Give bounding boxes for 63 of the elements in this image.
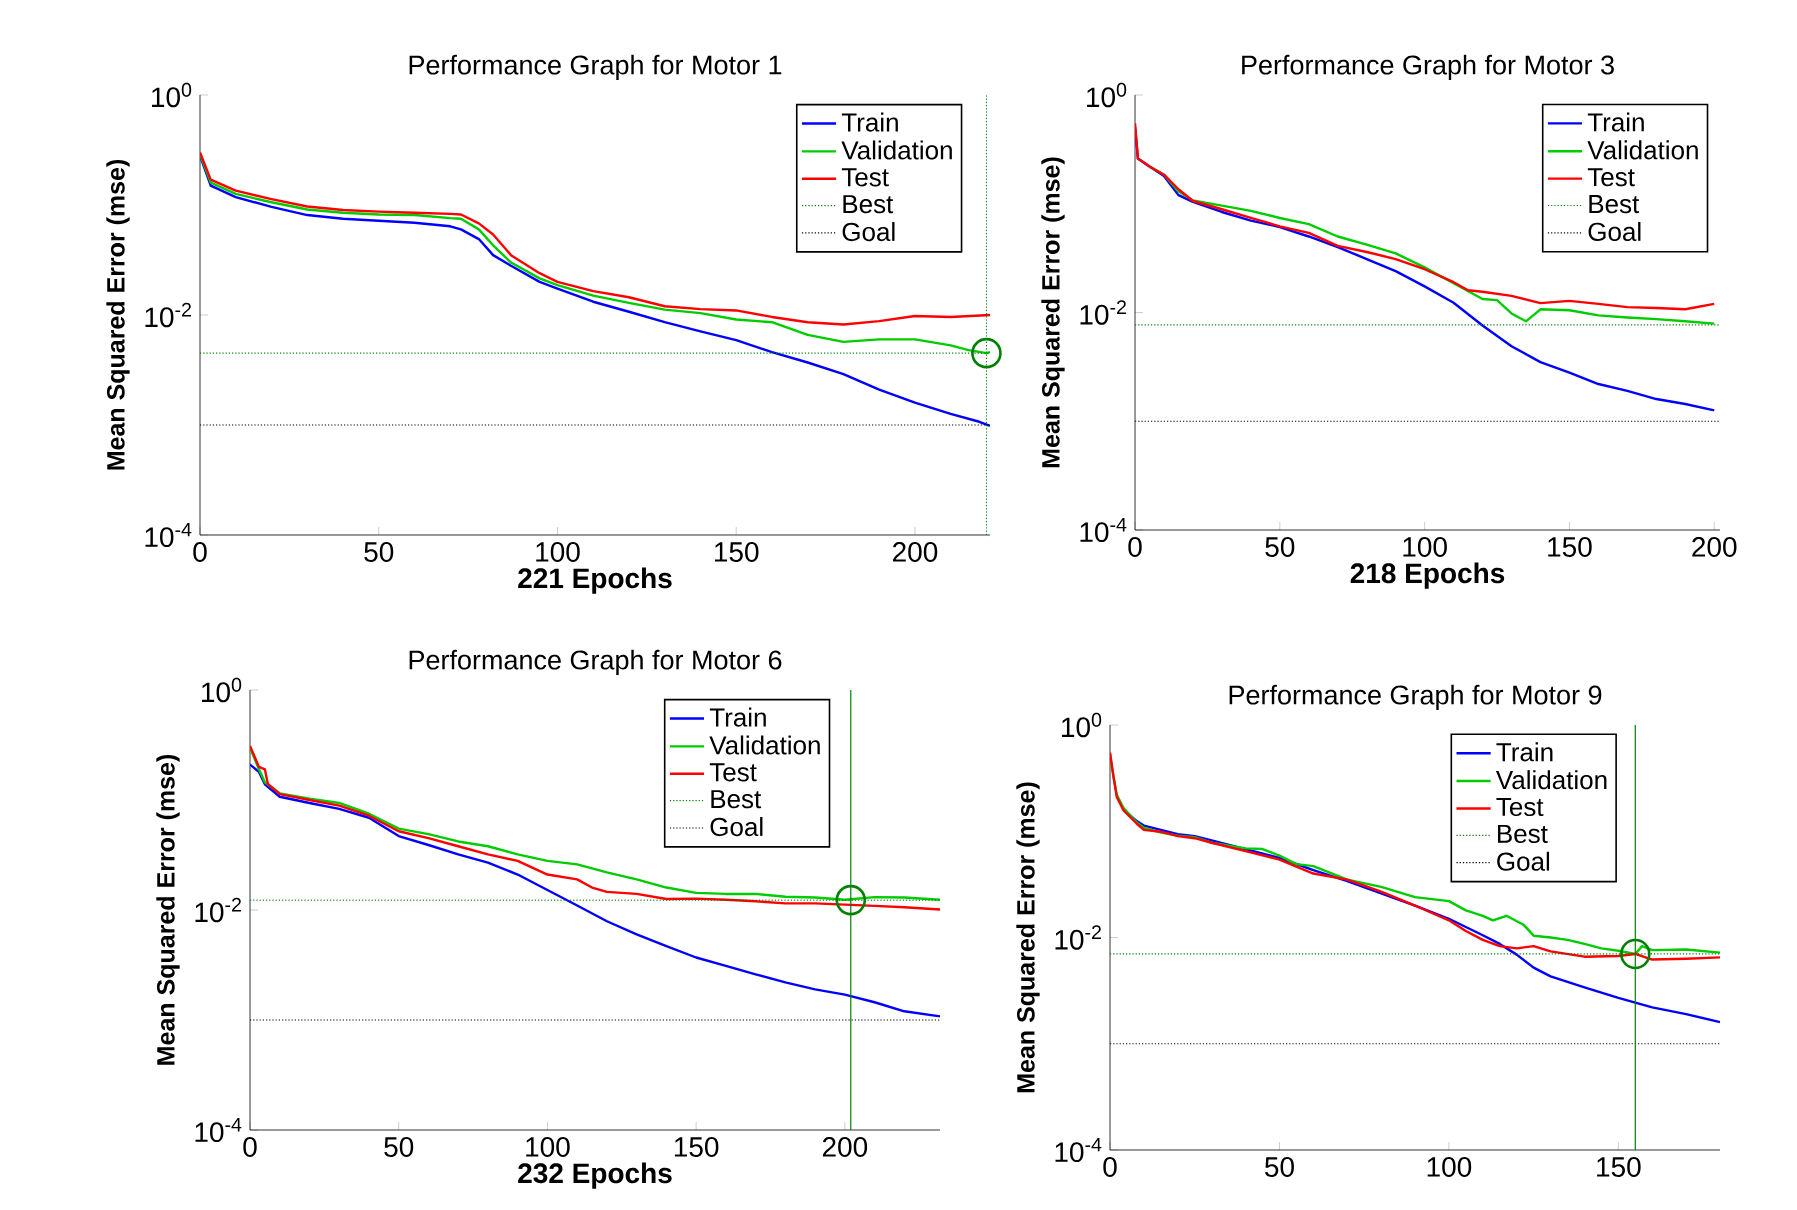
y-tick-label: 10$^{-4}$ <box>1080 517 1127 543</box>
x-tick-label: 200 <box>822 1137 868 1157</box>
x-tick-label: 50 <box>384 1137 414 1157</box>
x-tick-label: 50 <box>364 542 394 562</box>
x-axis-title: 218 Epochs <box>1350 562 1505 589</box>
y-tick-label: 10$^{0}$ <box>202 677 242 703</box>
legend-label: Train <box>841 112 898 132</box>
x-tick-label: 0 <box>193 542 207 562</box>
legend-label: Goal <box>1588 221 1641 242</box>
x-tick-label: 150 <box>674 1137 719 1157</box>
legend-label: Test <box>1587 168 1635 187</box>
chart-title: Performance Graph for Motor 3 <box>1242 54 1614 80</box>
x-tick-label: 0 <box>1103 1157 1117 1177</box>
line-series <box>250 763 941 1018</box>
legend-label: Goal <box>1497 851 1550 871</box>
legend-label: Validation <box>1495 770 1607 790</box>
legend-label: Validation <box>841 140 952 160</box>
legend-label: Goal <box>842 222 895 242</box>
y-tick-label: 10$^{-2}$ <box>1080 300 1126 325</box>
x-tick-label: 150 <box>1597 1157 1641 1177</box>
legend-label: Train <box>709 707 766 727</box>
x-tick-label: 200 <box>1692 537 1737 557</box>
x-tick-label: 100 <box>1427 1157 1472 1177</box>
y-tick-label: 10$^{0}$ <box>1062 712 1102 738</box>
y-tick-label: 10$^{0}$ <box>1087 82 1127 108</box>
x-tick-label: 50 <box>1265 537 1295 557</box>
y-axis-title: Mean Squared Error (mse) <box>1041 157 1065 468</box>
x-tick-label: 50 <box>1265 1157 1294 1177</box>
x-tick-label: 100 <box>1403 537 1447 557</box>
legend-label: Validation <box>709 735 820 755</box>
y-tick-label: 10$^{0}$ <box>152 82 192 108</box>
x-tick-label: 150 <box>1548 537 1592 557</box>
legend-label: Best <box>843 195 894 214</box>
x-tick-label: 0 <box>1128 537 1142 557</box>
x-tick-label: 100 <box>526 1137 570 1157</box>
legend-label: Test <box>709 763 757 782</box>
y-axis-title: Mean Squared Error (mse) <box>1016 782 1040 1093</box>
y-tick-label: 10$^{-4}$ <box>195 1117 242 1143</box>
x-tick-label: 200 <box>893 542 938 562</box>
legend-label: Best <box>1589 195 1640 214</box>
y-axis-title: Mean Squared Error (mse) <box>106 159 130 470</box>
x-axis-title: 221 Epochs <box>518 567 672 594</box>
legend-label: Best <box>711 790 762 809</box>
chart-title: Performance Graph for Motor 9 <box>1229 684 1602 710</box>
y-axis-title: Mean Squared Error (mse) <box>156 754 180 1065</box>
y-tick-label: 10$^{-2}$ <box>1055 925 1101 950</box>
legend-label: Validation <box>1587 140 1698 160</box>
x-tick-label: 150 <box>714 542 759 562</box>
y-tick-label: 10$^{-4}$ <box>1055 1137 1102 1163</box>
chart-title: Performance Graph for Motor 1 <box>409 54 782 80</box>
x-tick-label: 100 <box>536 542 580 562</box>
legend-label: Train <box>1587 112 1644 132</box>
legend-label: Test <box>841 168 889 187</box>
legend-label: Train <box>1496 742 1553 762</box>
y-tick-label: 10$^{-2}$ <box>145 302 191 328</box>
legend-label: Goal <box>710 817 763 837</box>
x-tick-label: 0 <box>243 1137 257 1157</box>
legend-label: Test <box>1496 797 1544 817</box>
chart-title: Performance Graph for Motor 6 <box>409 649 782 675</box>
x-axis-title: 232 Epochs <box>518 1162 672 1189</box>
y-tick-label: 10$^{-2}$ <box>195 897 241 923</box>
legend-label: Best <box>1497 824 1548 844</box>
y-tick-label: 10$^{-4}$ <box>145 522 192 548</box>
